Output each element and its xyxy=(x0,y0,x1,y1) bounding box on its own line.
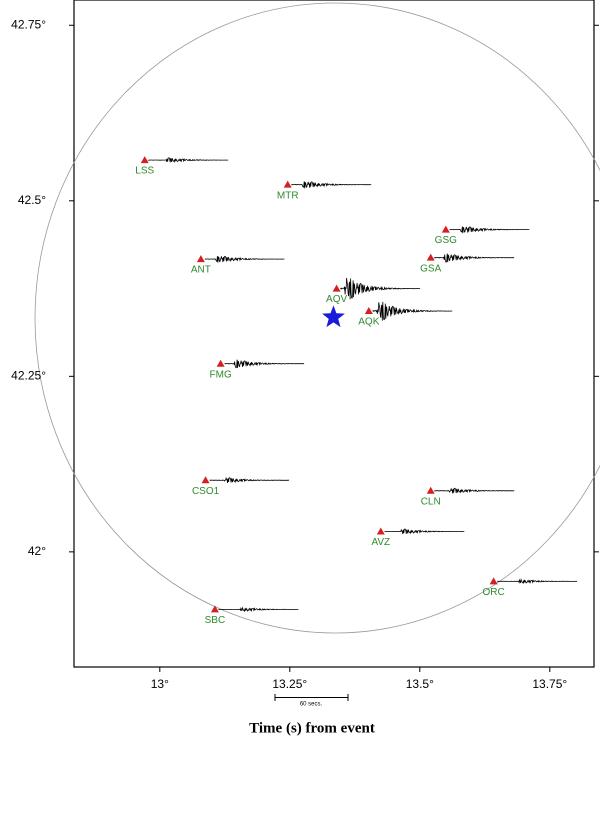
epicenter xyxy=(322,305,345,328)
waveform xyxy=(372,301,453,321)
time-scale-bar xyxy=(274,694,349,701)
station-label: AQV xyxy=(326,294,347,305)
y-tick-label: 42.5° xyxy=(18,193,46,207)
waveform xyxy=(218,606,299,613)
station-label: CLN xyxy=(421,496,441,507)
station-label: GSA xyxy=(420,263,441,274)
y-tick-label: 42° xyxy=(28,544,46,558)
x-tick-label: 13° xyxy=(151,677,169,691)
station-label: ANT xyxy=(191,265,211,276)
station-label: GSG xyxy=(435,235,457,246)
station-label: ORC xyxy=(483,587,505,598)
station-marker xyxy=(489,577,498,585)
waveform xyxy=(290,181,372,189)
x-tick-label: 13.5° xyxy=(406,677,434,691)
station-marker xyxy=(376,527,385,535)
station-label: FMG xyxy=(210,369,232,380)
station-marker xyxy=(216,359,225,367)
y-tick-label: 42.75° xyxy=(11,17,46,31)
x-tick-label: 13.25° xyxy=(272,677,307,691)
station-label: AQK xyxy=(358,317,379,328)
station-marker xyxy=(426,486,435,494)
station-marker xyxy=(210,605,219,613)
waveform xyxy=(204,255,285,263)
waveform xyxy=(147,157,229,163)
station-label: CSO1 xyxy=(192,486,220,497)
station-label: MTR xyxy=(277,190,299,201)
station-marker xyxy=(196,255,205,263)
station-marker xyxy=(140,156,149,164)
station-label: AVZ xyxy=(371,537,390,548)
scale-label: 60 secs. xyxy=(300,702,323,708)
waveform xyxy=(340,278,421,300)
station-marker xyxy=(441,225,450,233)
x-axis-label: Time (s) from event xyxy=(249,720,375,736)
station-label: SBC xyxy=(205,615,226,626)
station-marker xyxy=(201,476,210,484)
station-marker xyxy=(332,284,341,292)
plot-frame xyxy=(73,0,595,668)
y-tick-label: 42.25° xyxy=(11,369,46,383)
waveform xyxy=(496,578,578,585)
waveform xyxy=(224,359,305,369)
distance-circle xyxy=(34,2,600,634)
station-marker xyxy=(283,180,292,188)
station-marker xyxy=(426,253,435,261)
waveform xyxy=(433,253,515,263)
waveform xyxy=(449,226,530,234)
station-marker xyxy=(364,307,373,315)
x-tick-label: 13.75° xyxy=(532,677,567,691)
waveform xyxy=(209,476,290,483)
waveform xyxy=(433,487,515,494)
waveform xyxy=(384,528,465,535)
station-label: LSS xyxy=(135,166,154,177)
